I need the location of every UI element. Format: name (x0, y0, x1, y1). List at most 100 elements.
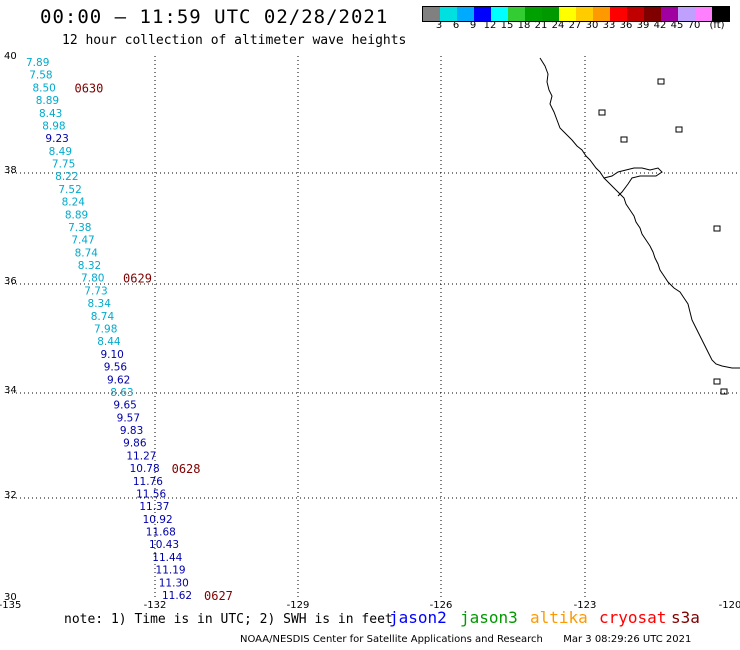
satellite-label: altika (530, 608, 588, 627)
lake-outline (620, 136, 628, 143)
swh-value: 7.47 (71, 235, 94, 247)
latitude-label: 40 (4, 51, 17, 62)
swh-value: 8.34 (88, 298, 112, 310)
swh-value: 8.44 (97, 336, 121, 348)
swh-value: 8.43 (39, 108, 62, 120)
colorbar-label: 18 (517, 20, 531, 31)
swh-value: 11.44 (152, 552, 182, 564)
lake-outline (720, 388, 728, 395)
california-coastline (539, 57, 740, 395)
colorbar-swatch (678, 7, 695, 21)
latitude-label: 32 (4, 490, 17, 501)
swh-value: 10.43 (149, 539, 179, 551)
colorbar-swatch (695, 7, 712, 21)
time-label: 0630 (74, 81, 103, 95)
satellite-label: jason2 (389, 608, 447, 627)
swh-value: 9.62 (107, 374, 130, 386)
altimeter-track: 7.897.588.508.898.438.989.238.497.758.22… (26, 57, 233, 603)
longitude-label: -123 (573, 600, 597, 611)
colorbar-label: (ft) (709, 20, 725, 31)
satellite-label: s3a (671, 608, 700, 627)
credit-text: NOAA/NESDIS Center for Satellite Applica… (240, 634, 543, 645)
colorbar-swatch (661, 7, 678, 21)
swh-value: 7.73 (84, 285, 107, 297)
swh-value: 9.56 (104, 362, 128, 374)
colorbar-swatch (440, 7, 457, 21)
longitude-label: -135 (0, 600, 22, 611)
time-label: 0627 (204, 589, 233, 603)
colorbar-label: 45 (670, 20, 684, 31)
longitude-label: -132 (143, 600, 167, 611)
swh-value: 10.92 (143, 514, 173, 526)
colorbar-swatch (508, 7, 525, 21)
colorbar-swatch (593, 7, 610, 21)
satellite-label: cryosat (599, 608, 667, 627)
colorbar-swatch (576, 7, 593, 21)
lake-outline (675, 126, 683, 133)
colorbar-label: 9 (469, 20, 477, 31)
lat-lon-grid (8, 56, 740, 600)
colorbar-label: 36 (619, 20, 633, 31)
swh-value: 9.57 (117, 412, 140, 424)
swh-value: 11.56 (136, 488, 166, 500)
colorbar-swatch (627, 7, 644, 21)
colorbar-swatch (610, 7, 627, 21)
generated-timestamp: Mar 3 08:29:26 UTC 2021 (563, 634, 692, 645)
swh-value: 11.62 (162, 590, 192, 602)
swh-value: 7.80 (81, 273, 104, 285)
map-subtitle: 12 hour collection of altimeter wave hei… (62, 33, 407, 48)
colorbar-swatch (644, 7, 661, 21)
swh-value: 10.78 (130, 463, 160, 475)
colorbar-label: 30 (585, 20, 599, 31)
footer-credit: NOAA/NESDIS Center for Satellite Applica… (240, 634, 691, 645)
coastline (539, 57, 740, 369)
colorbar-label: 27 (568, 20, 582, 31)
swh-value: 8.89 (65, 209, 88, 221)
swh-value: 8.32 (78, 260, 101, 272)
swh-value: 7.98 (94, 324, 117, 336)
lake-outline (713, 225, 721, 232)
colorbar-label: 21 (534, 20, 548, 31)
colorbar-label: 70 (687, 20, 701, 31)
lake-outline (713, 378, 721, 385)
colorbar-swatch (491, 7, 508, 21)
swh-value: 9.83 (120, 425, 143, 437)
swh-value: 8.74 (91, 311, 115, 323)
longitude-label: -120 (718, 600, 740, 611)
colorbar-label: 39 (636, 20, 650, 31)
swh-value: 9.65 (113, 400, 136, 412)
swh-value: 11.68 (146, 527, 176, 539)
latitude-label: 36 (4, 276, 17, 287)
footer-note: note: 1) Time is in UTC; 2) SWH is in fe… (64, 612, 393, 627)
swh-value: 7.75 (52, 159, 75, 171)
lake-outline (657, 78, 665, 85)
swh-value: 11.19 (156, 565, 186, 577)
swh-value: 8.22 (55, 171, 78, 183)
swh-value: 8.89 (36, 95, 59, 107)
swh-value: 7.38 (68, 222, 91, 234)
swh-value: 7.58 (29, 70, 52, 82)
swh-value: 9.23 (45, 133, 68, 145)
colorbar-swatch (457, 7, 474, 21)
lake-outline (598, 109, 606, 116)
san-francisco-bay (603, 167, 663, 197)
colorbar-label: 24 (551, 20, 565, 31)
latitude-label: 38 (4, 165, 17, 176)
colorbar-swatch (423, 7, 440, 21)
latitude-label: 34 (4, 385, 17, 396)
swh-value: 11.76 (133, 476, 163, 488)
satellite-label: jason3 (460, 608, 518, 627)
swh-value: 11.37 (139, 501, 169, 513)
colorbar-label: 42 (653, 20, 667, 31)
colorbar-labels: 3 6 9 12 15 18 21 24 27 30 33 36 39 42 45 70 (ft) (422, 20, 740, 34)
colorbar-swatch (559, 7, 576, 21)
swh-value: 8.98 (42, 120, 65, 132)
swh-value: 9.86 (123, 438, 147, 450)
colorbar-swatch (474, 7, 491, 21)
swh-value: 8.74 (75, 247, 99, 259)
latitude-label: 30 (4, 592, 17, 603)
swh-value: 8.50 (32, 82, 55, 94)
swh-value: 11.30 (159, 577, 189, 589)
